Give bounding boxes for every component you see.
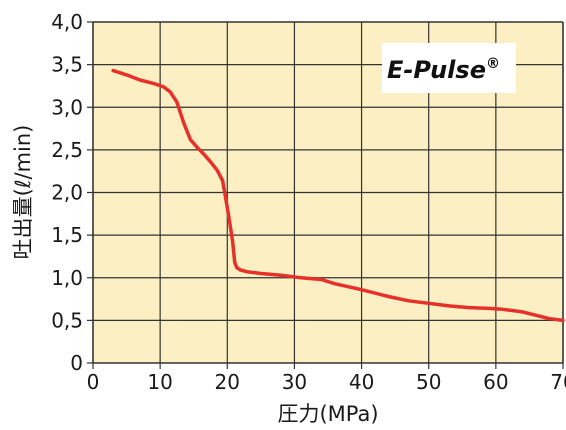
x-tick-label: 60 (483, 370, 508, 394)
y-tick-label: 3,0 (51, 95, 83, 119)
x-axis-label: 圧力(MPa) (277, 402, 378, 426)
badge-logo-text: E-Pulse® (387, 56, 500, 84)
flow-curve-line (111, 68, 565, 323)
y-tick-label: 3,5 (51, 53, 83, 77)
y-tick-label: 0 (70, 351, 83, 375)
x-tick-label: 50 (416, 370, 441, 394)
y-tick-label: 4,0 (51, 10, 83, 34)
badge-background (382, 43, 516, 93)
y-tick-label: 0,5 (51, 308, 83, 332)
y-tick-label: 1,0 (51, 266, 83, 290)
y-axis-ticks: 0 0,5 1,0 1,5 2,0 2,5 3,0 3,5 4,0 (51, 10, 93, 375)
x-axis-ticks: 0 10 20 30 40 50 60 70 (87, 363, 566, 394)
y-axis-label: 吐出量(ℓ/min) (11, 125, 35, 260)
y-tick-label: 2,5 (51, 138, 83, 162)
x-tick-label: 10 (147, 370, 172, 394)
y-tick-label: 1,5 (51, 223, 83, 247)
x-tick-label: 20 (215, 370, 240, 394)
x-tick-label: 30 (282, 370, 307, 394)
gridlines (92, 21, 564, 364)
y-tick-label: 2,0 (51, 181, 83, 205)
e-pulse-badge: E-Pulse® (382, 43, 516, 93)
x-tick-label: 70 (550, 370, 566, 394)
x-tick-label: 40 (349, 370, 374, 394)
x-tick-label: 0 (87, 370, 100, 394)
